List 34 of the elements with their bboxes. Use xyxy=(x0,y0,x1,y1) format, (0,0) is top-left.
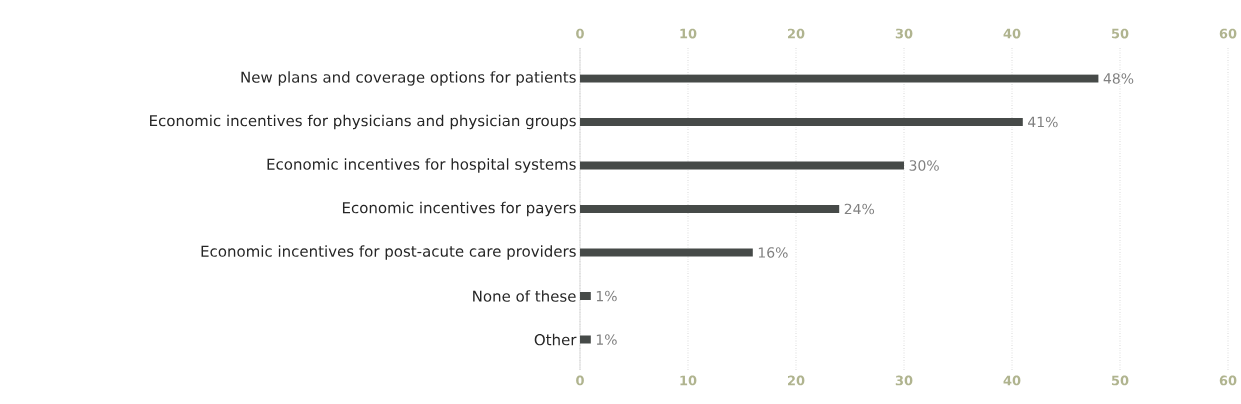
data-label: 24% xyxy=(844,203,875,215)
bar xyxy=(580,117,1023,126)
x-tick-label: 40 xyxy=(1003,375,1021,386)
x-tick-label: 50 xyxy=(1111,375,1129,386)
bar xyxy=(580,248,753,257)
x2-tick-label: 40 xyxy=(1003,28,1021,39)
x2-tick-label: 50 xyxy=(1111,28,1129,39)
bar xyxy=(580,161,904,170)
bar xyxy=(580,335,591,344)
y-tick-label: New plans and coverage options for patients xyxy=(241,71,576,86)
data-label: 1% xyxy=(596,290,617,302)
y-tick-label: Economic incentives for payers xyxy=(342,201,576,217)
x-tick-label: 20 xyxy=(787,375,805,386)
data-label: 30% xyxy=(909,160,939,171)
y-tick-label: Economic incentives for hospital systems xyxy=(267,158,576,173)
bar xyxy=(580,292,591,301)
data-label: 41% xyxy=(1028,116,1058,128)
x2-tick-label: 30 xyxy=(895,28,913,39)
x-tick-label: 60 xyxy=(1219,375,1237,386)
x2-tick-label: 20 xyxy=(788,28,805,39)
y-tick-label: Other xyxy=(534,333,577,346)
data-label: 48% xyxy=(1103,73,1134,84)
x-tick-label: 10 xyxy=(680,375,697,386)
bar xyxy=(580,205,840,213)
data-label: 16% xyxy=(758,247,788,258)
y-tick-label: Economic incentives for post-acute care providers xyxy=(201,245,576,260)
x2-tick-label: 10 xyxy=(680,28,697,39)
y-tick-label: Economic incentives for physicians and physician groups xyxy=(150,114,576,130)
x-tick-label: 30 xyxy=(895,375,913,386)
data-label: 1% xyxy=(596,334,617,345)
x2-tick-label: 0 xyxy=(576,28,584,39)
x2-tick-label: 60 xyxy=(1219,28,1237,39)
y-tick-label: None of these xyxy=(473,290,576,302)
x-tick-label: 0 xyxy=(576,375,584,386)
